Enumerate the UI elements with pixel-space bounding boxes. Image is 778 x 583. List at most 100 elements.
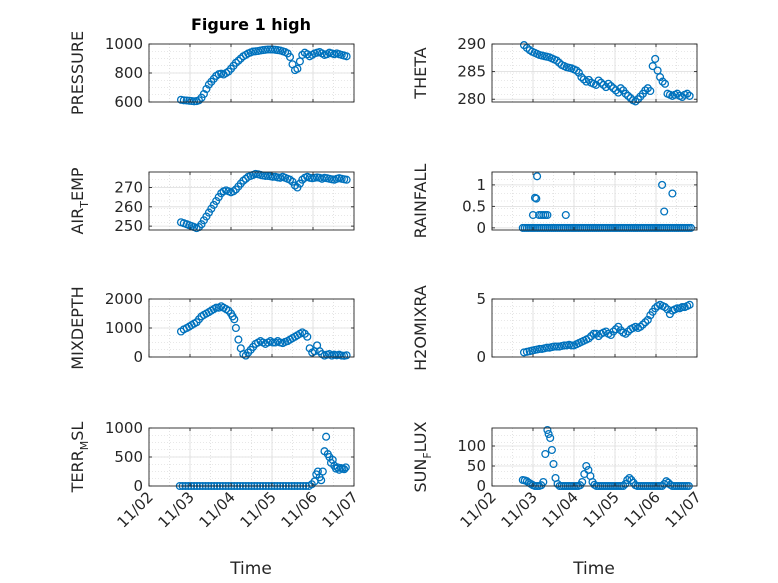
data-point bbox=[561, 210, 570, 220]
data-series bbox=[176, 302, 351, 360]
y-tick-label: 0 bbox=[133, 477, 143, 495]
data-point bbox=[685, 300, 694, 309]
data-point bbox=[342, 175, 351, 184]
y-tick-label: 285 bbox=[457, 63, 486, 81]
data-point bbox=[549, 459, 558, 469]
data-point bbox=[285, 175, 295, 184]
y-tick-label: 0 bbox=[476, 477, 486, 495]
data-point bbox=[651, 54, 660, 63]
data-point bbox=[285, 52, 295, 62]
axes-box bbox=[491, 298, 698, 358]
axes-box bbox=[491, 427, 698, 487]
y-tick-label: 0 bbox=[476, 219, 486, 237]
data-point bbox=[578, 477, 587, 487]
y-tick-label: 250 bbox=[114, 217, 143, 235]
x-axis-label-right: Time bbox=[572, 559, 615, 579]
data-point bbox=[293, 64, 302, 73]
y-tick-label: 500 bbox=[114, 448, 143, 466]
y-axis-label: RAINFALL bbox=[411, 164, 430, 239]
x-tick-label: 11/05 bbox=[580, 488, 623, 531]
x-tick-label: 11/03 bbox=[155, 488, 198, 531]
y-tick-label: 0 bbox=[133, 348, 143, 366]
y-axis-label: SUNFLUX bbox=[411, 421, 434, 492]
data-point bbox=[552, 56, 561, 65]
data-point bbox=[660, 79, 670, 88]
y-tick-label: 800 bbox=[114, 64, 143, 82]
data-point bbox=[579, 75, 588, 84]
subplot-mixdepth: 0 1000 2000 MIXDEPTH bbox=[68, 286, 355, 370]
data-point bbox=[646, 86, 655, 96]
data-point bbox=[614, 88, 623, 97]
data-series bbox=[518, 172, 695, 232]
x-tick-label: 11/05 bbox=[237, 488, 280, 531]
data-point bbox=[544, 429, 553, 439]
data-point bbox=[552, 342, 561, 351]
axes-box bbox=[491, 43, 698, 103]
data-point bbox=[268, 172, 277, 181]
y-tick-label: 1000 bbox=[105, 319, 143, 337]
data-point bbox=[535, 344, 544, 353]
y-tick-label: 2000 bbox=[105, 290, 143, 308]
data-point bbox=[340, 465, 349, 474]
data-point bbox=[546, 433, 555, 443]
data-point bbox=[621, 329, 630, 338]
data-point bbox=[231, 323, 240, 333]
data-point bbox=[298, 50, 307, 59]
y-tick-label: 50 bbox=[467, 457, 486, 475]
y-axis-label: PRESSURE bbox=[68, 31, 87, 115]
x-tick-label: 11/07 bbox=[662, 488, 705, 531]
data-point bbox=[322, 432, 331, 441]
data-series bbox=[519, 300, 694, 357]
data-point bbox=[543, 210, 552, 220]
x-tick-label: 11/06 bbox=[621, 488, 664, 531]
data-point bbox=[290, 181, 300, 190]
data-point bbox=[599, 80, 608, 89]
data-point bbox=[678, 303, 687, 312]
y-tick-label: 1 bbox=[476, 176, 486, 194]
data-point bbox=[572, 66, 581, 75]
y-tick-label: 1000 bbox=[105, 419, 143, 437]
data-point bbox=[660, 207, 669, 216]
data-point bbox=[641, 318, 650, 327]
x-tick-label: 11/03 bbox=[498, 488, 541, 531]
data-point bbox=[609, 327, 618, 336]
data-point bbox=[625, 473, 634, 483]
subplot-h2omixra: 0 5 H2OMIXRA bbox=[411, 285, 698, 371]
data-point bbox=[249, 47, 258, 56]
data-point bbox=[567, 341, 576, 350]
data-point bbox=[584, 334, 593, 343]
data-point bbox=[621, 89, 630, 98]
data-point bbox=[658, 180, 667, 189]
data-point bbox=[597, 78, 606, 87]
data-point bbox=[648, 62, 657, 71]
data-point bbox=[604, 79, 613, 88]
y-tick-label: 290 bbox=[457, 35, 486, 53]
y-axis-label: TERRMSL bbox=[68, 422, 91, 494]
data-point bbox=[638, 320, 647, 329]
data-point bbox=[594, 76, 603, 85]
data-series bbox=[176, 169, 351, 233]
x-tick-label: 11/06 bbox=[278, 488, 321, 531]
x-tick-label: 11/07 bbox=[319, 488, 362, 531]
data-point bbox=[261, 171, 270, 180]
data-point bbox=[653, 66, 662, 75]
y-axis-label: THETA bbox=[411, 47, 430, 99]
data-point bbox=[190, 97, 199, 106]
data-point bbox=[616, 84, 625, 93]
y-tick-label: 270 bbox=[114, 178, 143, 196]
data-point bbox=[342, 52, 351, 61]
y-axis-label: H2OMIXRA bbox=[411, 285, 430, 371]
data-point bbox=[234, 56, 243, 65]
data-point bbox=[673, 304, 682, 313]
axes-box bbox=[148, 171, 355, 231]
subplot-pressure: 600 800 1000 PRESSURE bbox=[68, 31, 355, 115]
data-point bbox=[631, 97, 640, 106]
y-axis-label: MIXDEPTH bbox=[68, 286, 87, 369]
data-point bbox=[542, 343, 551, 352]
data-point bbox=[668, 189, 677, 198]
y-axis-label: AIRTEMP bbox=[68, 167, 91, 234]
data-point bbox=[606, 81, 615, 91]
data-point bbox=[303, 332, 312, 341]
